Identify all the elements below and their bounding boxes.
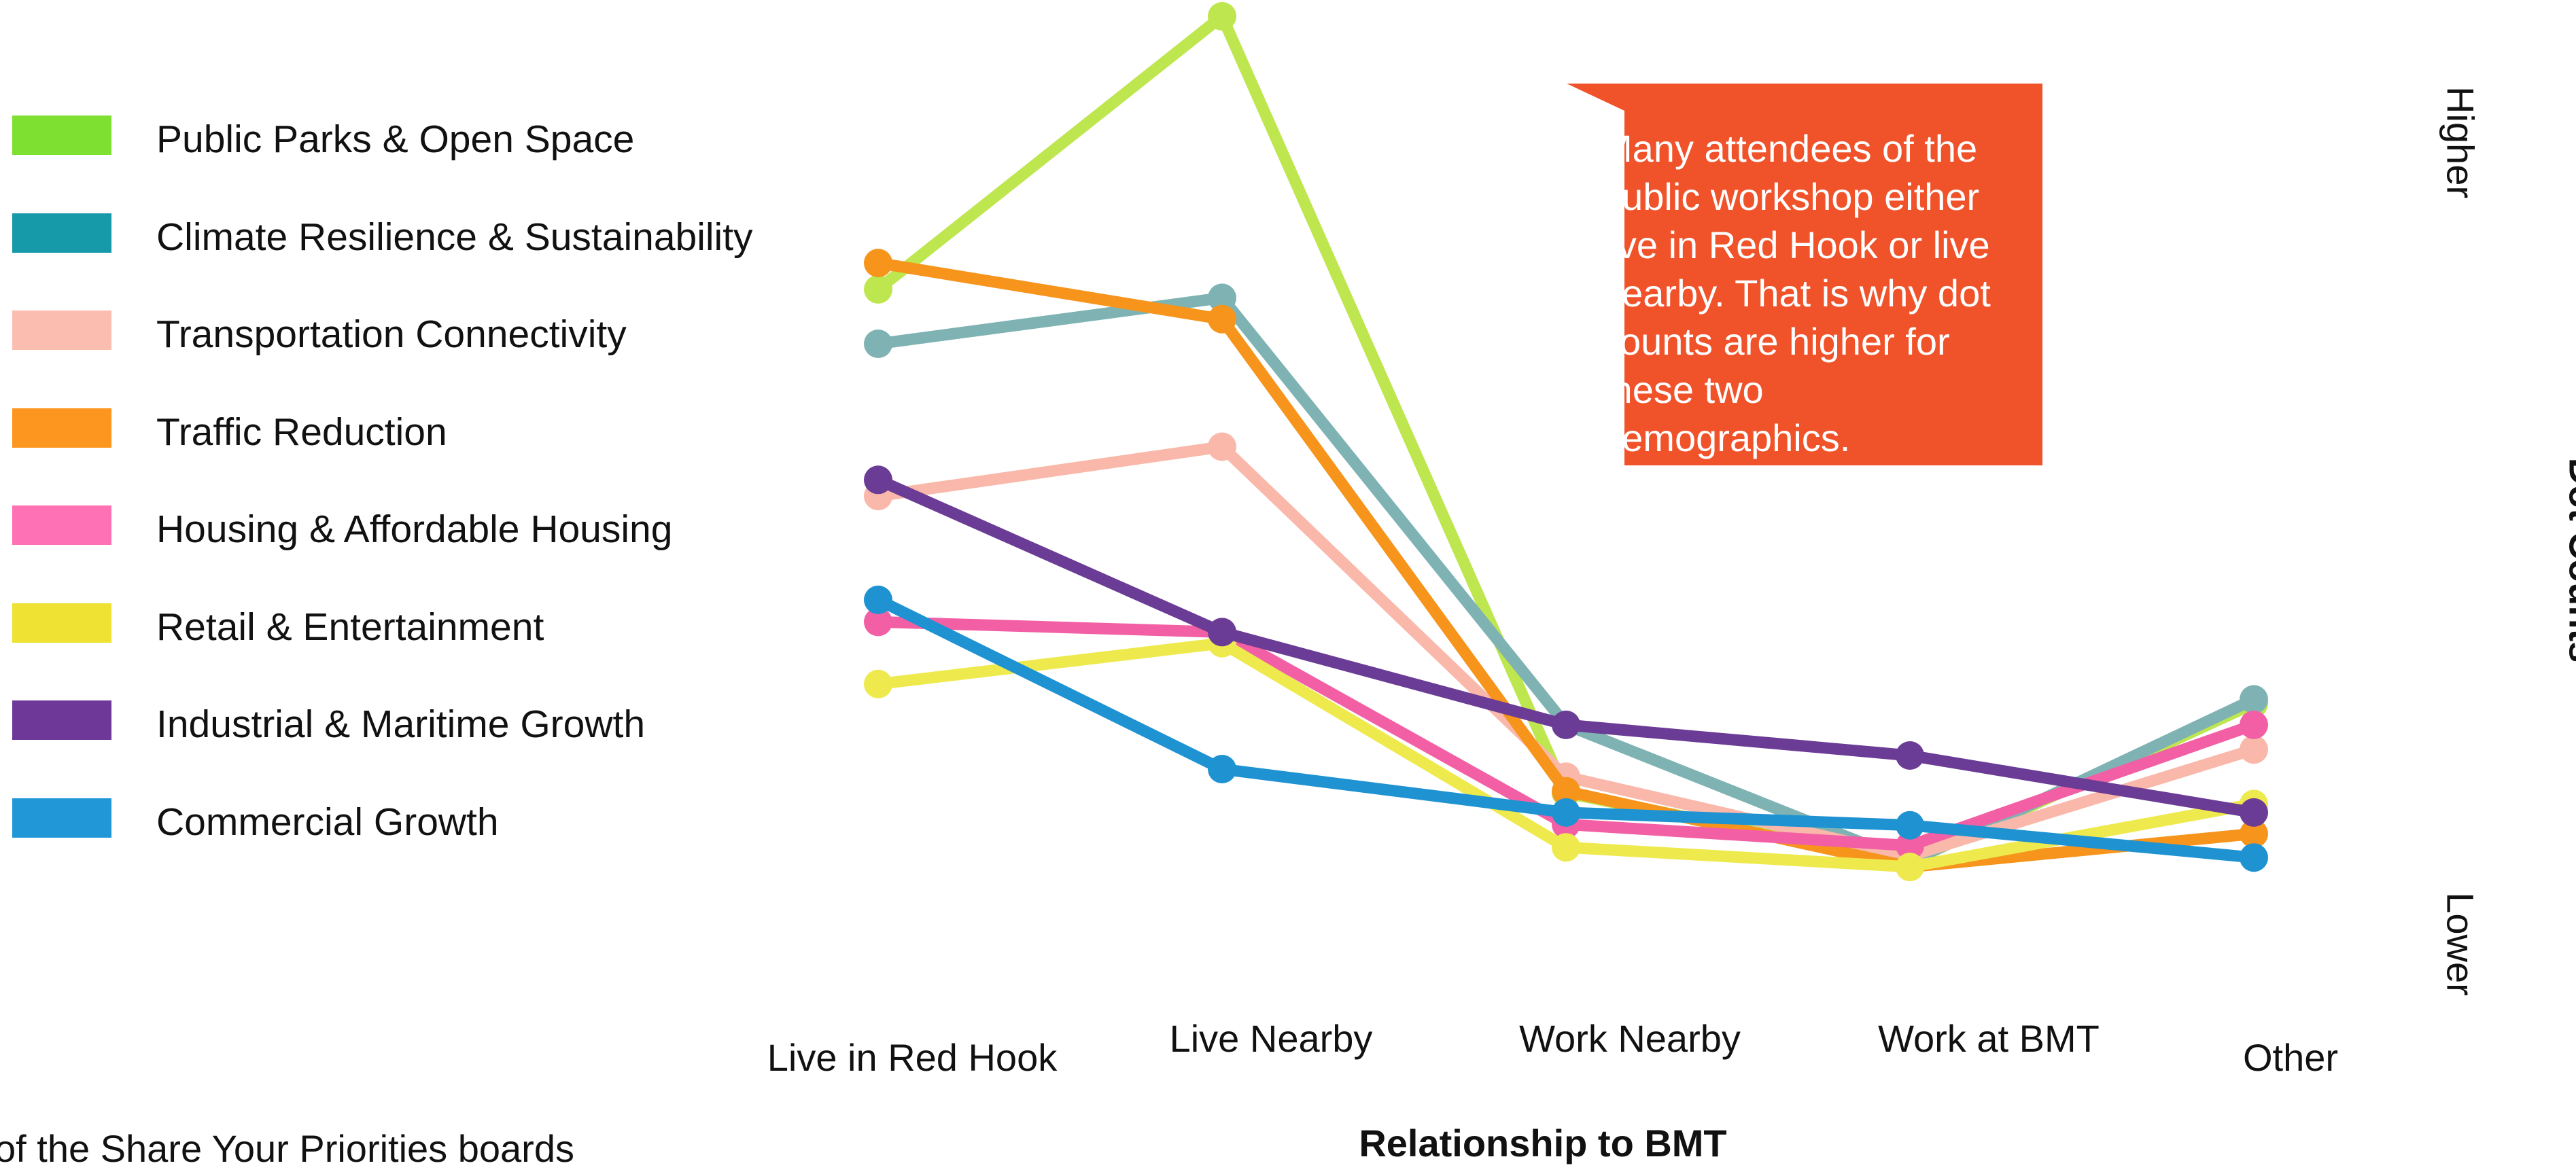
data-point <box>864 465 892 495</box>
data-point <box>2240 798 2268 827</box>
legend-item: Housing & Affordable Housing <box>12 485 828 567</box>
data-point <box>1208 2 1236 31</box>
x-axis-label: Relationship to BMT <box>1359 1122 1727 1164</box>
legend-item: Transportation Connectivity <box>12 290 828 372</box>
series-traffic-reduction <box>864 249 2268 881</box>
legend-label: Retail & Entertainment <box>156 605 544 649</box>
data-point <box>2240 735 2268 764</box>
legend-item: Commercial Growth <box>12 778 828 859</box>
legend-item: Retail & Entertainment <box>12 583 828 664</box>
data-point <box>2240 819 2268 849</box>
legend-label: Traffic Reduction <box>156 410 447 454</box>
data-point <box>2240 685 2268 714</box>
data-point <box>1896 831 1924 860</box>
data-point <box>2240 710 2268 739</box>
legend-swatch <box>12 213 111 253</box>
data-point <box>864 585 892 614</box>
x-tick-label: Live in Red Hook <box>767 1036 1058 1079</box>
legend-swatch <box>12 115 111 155</box>
x-tick-label: Work at BMT <box>1878 1017 2100 1060</box>
legend-item: Industrial & Maritime Growth <box>12 680 828 762</box>
x-tick-label: Other <box>2243 1036 2338 1079</box>
series-public-parks-and-open-space <box>864 2 2268 876</box>
series-layer <box>864 2 2268 881</box>
legend-item: Climate Resilience & Sustainability <box>12 193 828 274</box>
annotation-text: Many attendees of the public workshop ei… <box>1601 127 1991 459</box>
x-tick-labels: Live in Red Hook Live Nearby Work Nearby Wo… <box>767 1017 2338 1079</box>
y-axis-high-label: Higher <box>2439 86 2482 198</box>
legend-swatch <box>12 505 111 545</box>
data-point <box>1896 853 1924 881</box>
data-point <box>864 274 892 304</box>
series-industrial-and-maritime-growth <box>864 465 2268 827</box>
x-tick-label: Live Nearby <box>1170 1017 1373 1060</box>
data-point <box>1208 432 1236 461</box>
legend-label: Public Parks & Open Space <box>156 118 635 161</box>
legend-label: Housing & Affordable Housing <box>156 508 673 551</box>
data-point <box>1552 833 1580 862</box>
legend-label: Commercial Growth <box>156 800 499 844</box>
data-point <box>1208 755 1236 783</box>
data-point <box>864 669 892 698</box>
legend-swatch <box>12 700 111 740</box>
data-point <box>1552 777 1580 806</box>
annotation-callout-shape <box>1567 84 2042 465</box>
series-commercial-growth <box>864 585 2268 872</box>
legend-label: Transportation Connectivity <box>156 313 627 356</box>
data-point <box>2240 843 2268 872</box>
y-axis-low-label: Lower <box>2439 892 2482 996</box>
legend-label: Industrial & Maritime Growth <box>156 702 646 746</box>
x-tick-label: Work Nearby <box>1519 1017 1741 1060</box>
legend-item: Traffic Reduction <box>12 388 828 469</box>
data-point <box>864 330 892 358</box>
legend-swatch <box>12 798 111 838</box>
data-point <box>1208 618 1236 647</box>
data-point <box>864 607 892 637</box>
legend-item: Public Parks & Open Space <box>12 95 828 177</box>
data-point <box>1208 283 1236 313</box>
legend-swatch <box>12 310 111 350</box>
footnote: of the Share Your Priorities boards <box>0 1127 574 1170</box>
legend-swatch <box>12 603 111 643</box>
data-point <box>1552 798 1580 827</box>
data-point <box>864 249 892 278</box>
data-point <box>1896 741 1924 770</box>
legend-swatch <box>12 408 111 448</box>
data-point <box>1208 304 1236 334</box>
legend-label: Climate Resilience & Sustainability <box>156 215 753 259</box>
data-point <box>1896 811 1924 840</box>
y-axis-label: Dot Counts <box>2561 457 2576 663</box>
data-point <box>1552 710 1580 739</box>
annotation-callout-box <box>1567 84 2042 465</box>
